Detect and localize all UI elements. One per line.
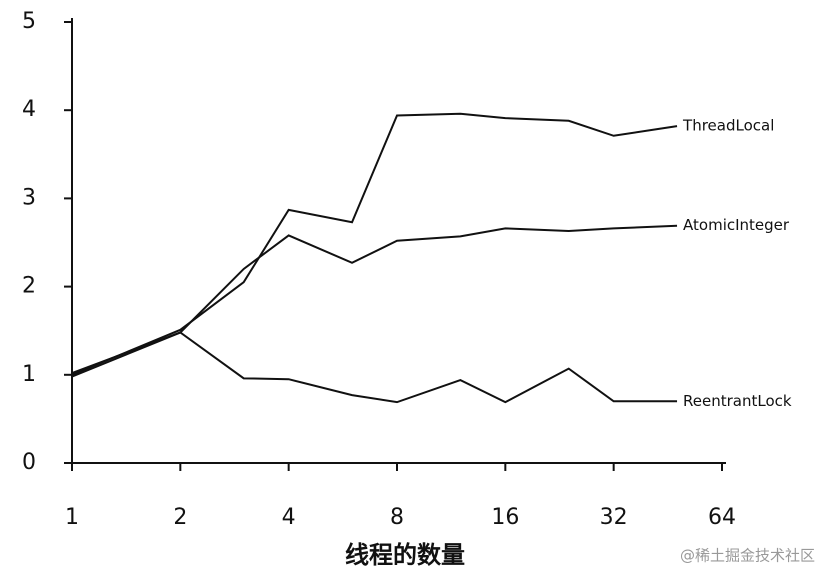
x-tick-label: 2 (173, 505, 187, 530)
series-line (71, 112, 678, 376)
x-tick-label: 8 (390, 505, 404, 530)
line-label: AtomicInteger (683, 216, 790, 234)
y-tick-label: 4 (22, 97, 36, 122)
line-label: ReentrantLock (683, 392, 792, 410)
y-tick-label: 2 (22, 274, 36, 299)
x-tick-label: 16 (491, 505, 519, 530)
y-tick-label: 3 (22, 185, 36, 210)
y-tick-label: 0 (22, 450, 36, 475)
x-tick-label: 4 (282, 505, 296, 530)
x-tick-label: 1 (65, 505, 79, 530)
x-tick-label: 32 (600, 505, 628, 530)
x-tick-label: 64 (708, 505, 736, 530)
line-label: ThreadLocal (682, 117, 774, 135)
series-line (71, 224, 678, 378)
y-tick-label: 5 (22, 9, 36, 34)
y-tick-label: 1 (22, 362, 36, 387)
x-axis-label: 线程的数量 (345, 541, 465, 569)
series-line (71, 331, 678, 404)
watermark: @稀土掘金技术社区 (680, 547, 815, 565)
